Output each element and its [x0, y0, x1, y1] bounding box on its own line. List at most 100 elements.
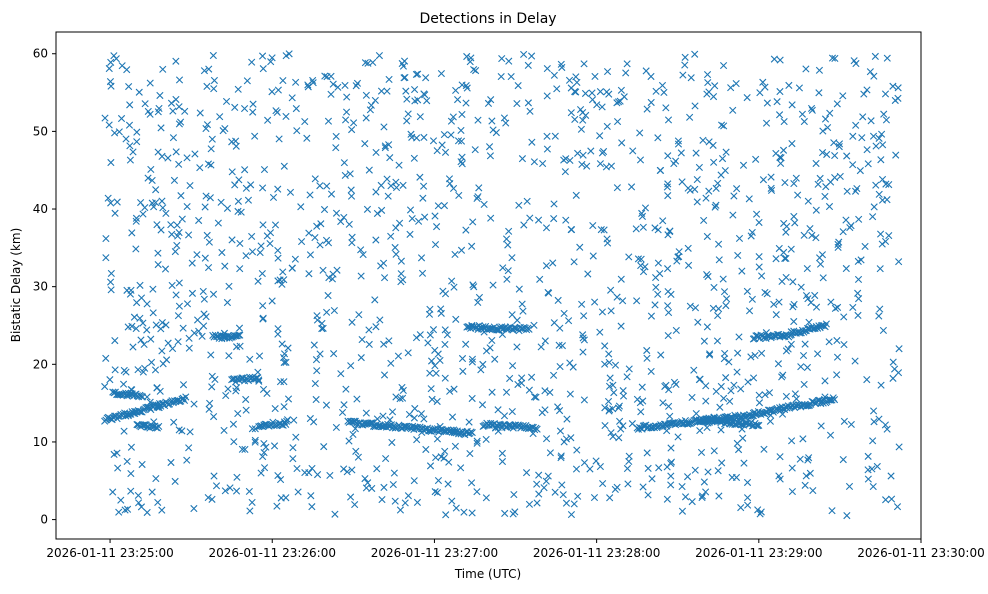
detection-point [688, 393, 696, 401]
detection-point [854, 275, 863, 284]
detection-point [484, 99, 493, 107]
detection-point [681, 53, 689, 61]
detection-point [520, 50, 528, 59]
detection-point [574, 492, 582, 500]
detection-point [685, 419, 693, 428]
detection-point [598, 308, 607, 316]
detection-point [375, 52, 383, 60]
detection-point [311, 233, 319, 242]
detection-point [757, 508, 765, 516]
detection-point [833, 336, 841, 345]
detection-point [173, 221, 181, 229]
detection-point [334, 83, 342, 91]
detection-point [123, 66, 131, 74]
detection-point [617, 322, 625, 330]
detection-point [651, 301, 659, 309]
detection-point [667, 290, 675, 298]
detection-point [358, 335, 366, 344]
detection-point [132, 245, 140, 253]
detection-point [348, 239, 356, 247]
detection-point [582, 111, 590, 119]
detection-point [154, 249, 162, 257]
detection-point [570, 500, 578, 508]
detection-point [391, 243, 399, 252]
detection-point [157, 325, 165, 333]
detection-point [508, 311, 516, 319]
detection-point [426, 305, 434, 313]
detection-point [872, 181, 880, 189]
detection-point [790, 212, 798, 221]
detection-point [266, 239, 274, 248]
detection-point [619, 387, 627, 395]
detection-point [292, 78, 300, 86]
detection-point [789, 278, 797, 286]
detection-point [588, 96, 597, 104]
detection-point [615, 434, 623, 442]
detection-point [466, 449, 474, 458]
detection-point [604, 397, 613, 406]
detection-point [274, 471, 282, 480]
detection-point [105, 64, 113, 73]
detection-point [504, 241, 512, 249]
detection-point [311, 175, 319, 183]
detection-point [794, 191, 802, 199]
detection-point [508, 407, 516, 416]
detection-point [505, 227, 513, 235]
detection-point [839, 92, 847, 100]
detection-point [891, 96, 899, 105]
detection-point [555, 407, 564, 415]
detection-point [879, 141, 887, 149]
x-tick-label: 2026-01-11 23:28:00 [533, 546, 660, 560]
detection-point [506, 374, 514, 383]
detection-point [158, 347, 166, 355]
detection-point [412, 334, 421, 342]
detection-point [488, 336, 496, 345]
detection-point [814, 180, 822, 188]
detection-point [851, 357, 859, 365]
detection-point [877, 156, 885, 164]
detection-point [615, 402, 623, 410]
detection-point [144, 174, 152, 182]
detection-point [710, 447, 718, 455]
detection-point [325, 274, 333, 282]
detection-point [216, 113, 224, 121]
detection-point [427, 357, 436, 365]
detection-point [574, 149, 582, 157]
detection-point [210, 413, 218, 421]
detection-point [104, 194, 112, 202]
detection-point [892, 151, 900, 159]
detection-point [280, 162, 288, 170]
detection-point [812, 303, 821, 311]
detection-point [411, 404, 419, 413]
detection-point [451, 442, 459, 450]
detection-point [508, 254, 516, 262]
detection-point [735, 234, 744, 243]
detection-point [665, 386, 673, 394]
detection-point [172, 291, 180, 299]
detection-point [590, 493, 599, 502]
detection-point [319, 324, 327, 332]
detection-point [761, 83, 769, 91]
detection-point [881, 237, 890, 246]
detection-point [674, 433, 682, 441]
detection-point [312, 395, 320, 404]
detection-point [720, 394, 728, 402]
detection-point [458, 160, 466, 168]
detection-point [115, 508, 123, 516]
detection-point [683, 473, 692, 481]
detection-point [317, 220, 325, 228]
detection-point [679, 71, 687, 79]
detection-point [467, 479, 476, 487]
detection-point [240, 105, 249, 113]
detection-point [403, 117, 411, 125]
detection-point [162, 321, 170, 329]
detection-point [468, 358, 476, 366]
detection-point [696, 426, 704, 435]
detection-point [448, 413, 457, 421]
detection-point [234, 85, 242, 93]
detection-point [834, 240, 842, 249]
detection-point [244, 196, 253, 204]
detection-point [709, 93, 718, 101]
detection-point [115, 128, 123, 136]
detection-point [117, 114, 126, 123]
